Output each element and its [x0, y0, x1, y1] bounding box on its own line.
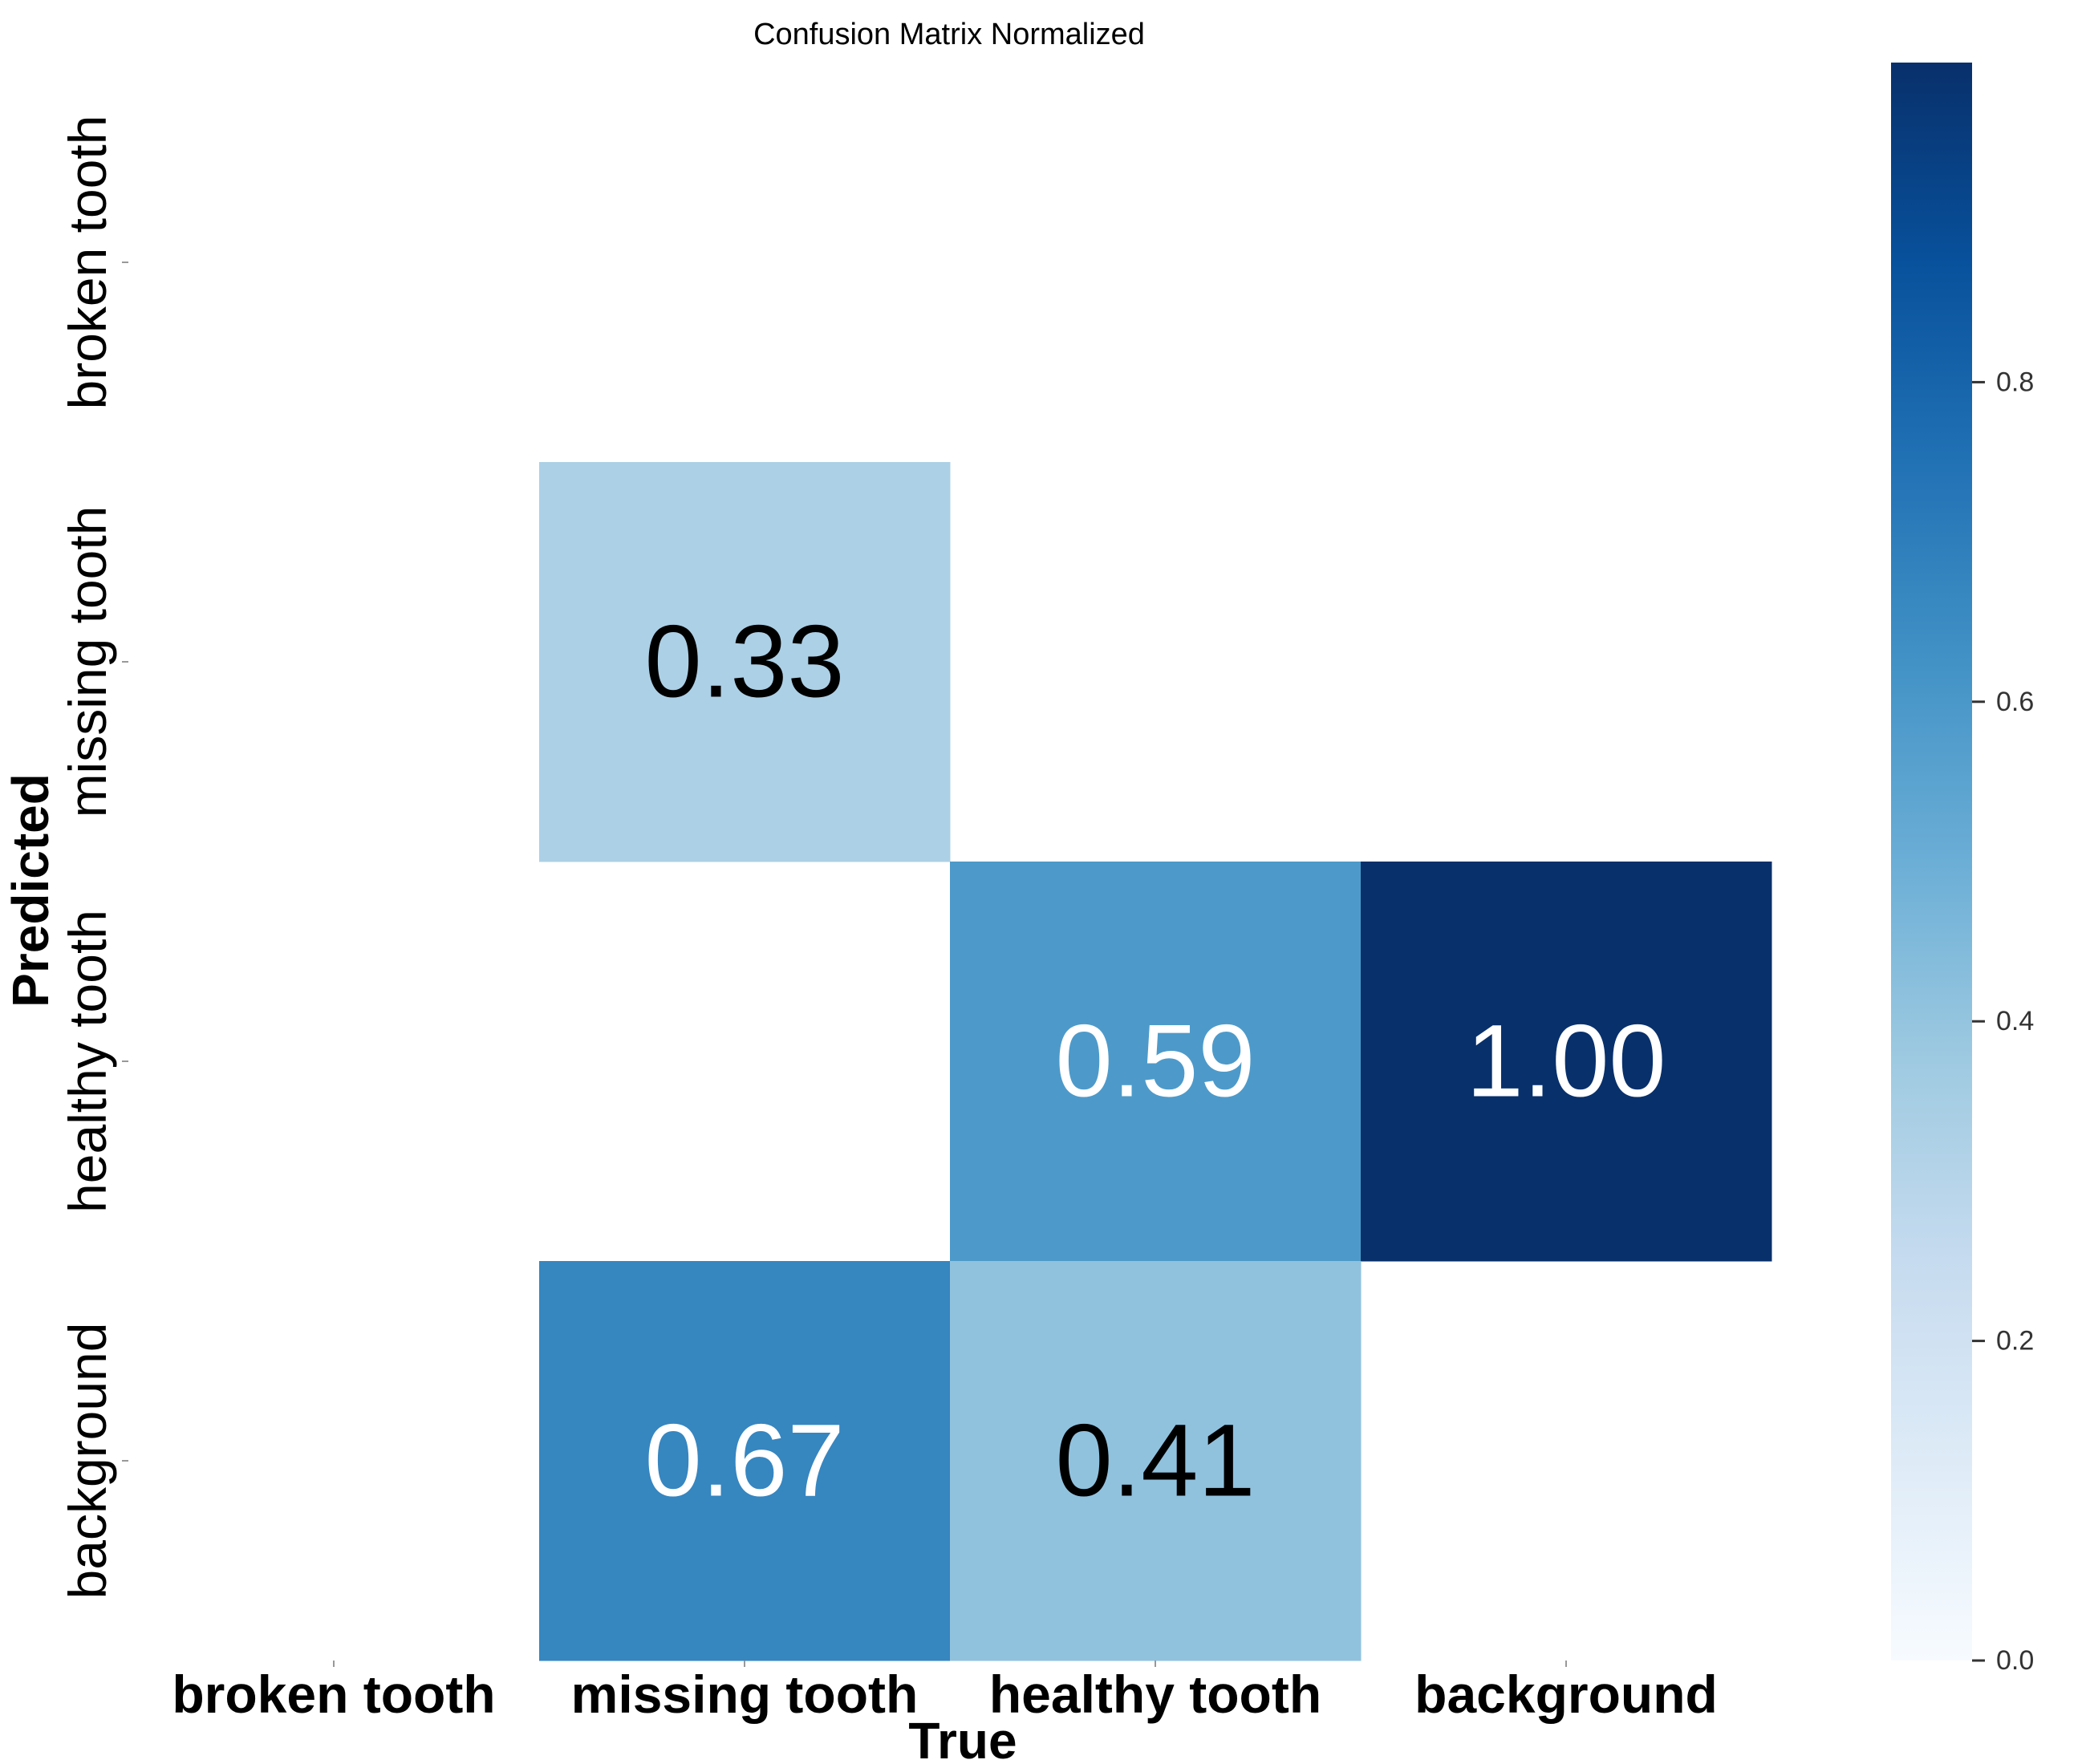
- colorbar-tick-label: 0.6: [1996, 687, 2034, 717]
- x-tick-label: background: [1414, 1665, 1718, 1724]
- colorbar-tick-label: 0.4: [1996, 1006, 2034, 1036]
- heatmap-cell-3: [539, 1261, 951, 1661]
- colorbar-tick-label: 0.0: [1996, 1645, 2034, 1676]
- x-axis-ticks: broken tooth missing tooth healthy tooth ba…: [172, 1661, 1718, 1724]
- cell-value-label: 0.59: [1055, 1004, 1255, 1119]
- cell-value-label: 0.67: [644, 1404, 844, 1519]
- x-tick-label: healthy tooth: [989, 1665, 1321, 1724]
- y-axis-ticks: broken tooth missing tooth healthy tooth ba…: [58, 116, 128, 1600]
- heatmap-cell-2: [1361, 862, 1772, 1262]
- heatmap-cell-4: [950, 1261, 1362, 1661]
- colorbar-tick-label: 0.8: [1996, 367, 2034, 397]
- heatmap-cells: [539, 462, 1772, 1661]
- cell-value-label: 0.41: [1055, 1404, 1255, 1519]
- colorbar-tick-label: 0.2: [1996, 1326, 2034, 1356]
- y-tick-label: missing tooth: [58, 506, 117, 818]
- x-tick-label: missing tooth: [571, 1665, 919, 1724]
- heatmap-cell-labels: 0.33 0.59 1.00 0.67 0.41: [644, 605, 1666, 1519]
- heatmap-cell-1: [950, 862, 1362, 1262]
- colorbar-ticks: 0.0 0.2 0.4 0.6 0.8: [1972, 367, 2034, 1676]
- x-axis-label: True: [908, 1712, 1017, 1764]
- y-tick-label: healthy tooth: [58, 910, 117, 1213]
- chart-title: Confusion Matrix Normalized: [753, 18, 1145, 51]
- cell-value-label: 0.33: [644, 605, 844, 720]
- colorbar: [1891, 63, 1972, 1661]
- x-tick-label: broken tooth: [172, 1665, 495, 1724]
- cell-value-label: 1.00: [1466, 1004, 1666, 1119]
- heatmap-cell-0: [539, 462, 951, 862]
- y-tick-label: background: [58, 1323, 117, 1600]
- y-tick-label: broken tooth: [58, 116, 117, 410]
- y-axis-label: Predicted: [2, 773, 59, 1008]
